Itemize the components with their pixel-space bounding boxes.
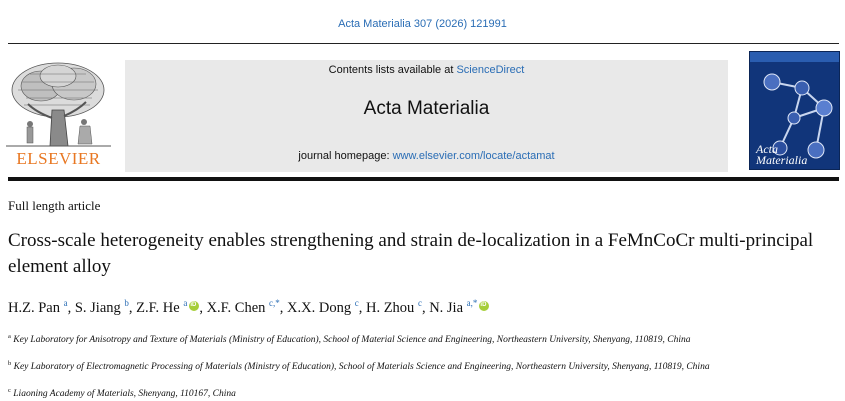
paper-title: Cross-scale heterogeneity enables streng… xyxy=(8,230,814,277)
elsevier-wordmark: ELSEVIER xyxy=(16,149,101,168)
affiliation-a: a Key Laboratory for Anisotropy and Text… xyxy=(8,331,838,346)
cover-title: Acta Materialia xyxy=(756,142,808,167)
orcid-icon[interactable] xyxy=(479,301,490,311)
author[interactable]: S. Jiang b xyxy=(74,298,129,316)
header-divider xyxy=(8,43,839,44)
affiliation-mark[interactable]: c,* xyxy=(269,298,280,308)
tree-icon xyxy=(6,60,111,150)
cover-title-line2: Materialia xyxy=(756,153,808,167)
affiliation-label: b xyxy=(8,360,12,367)
author[interactable]: X.F. Chen c,* xyxy=(206,298,280,316)
affiliation-text: Liaoning Academy of Materials, Shenyang,… xyxy=(13,389,236,399)
journal-cover[interactable]: Acta Materialia xyxy=(749,51,840,170)
author[interactable]: H. Zhou c xyxy=(365,298,422,316)
affiliation-b: b Key Laboratory of Electromagnetic Proc… xyxy=(8,358,838,373)
contents-line: Contents lists available at ScienceDirec… xyxy=(125,64,728,76)
affiliation-c: c Liaoning Academy of Materials, Shenyan… xyxy=(8,385,838,400)
affiliation-mark[interactable]: a,* xyxy=(466,298,478,308)
cover-molecule-icon xyxy=(750,52,839,169)
affiliation-label: c xyxy=(8,387,11,394)
author[interactable]: H.Z. Pan a xyxy=(8,298,68,316)
affiliation-mark[interactable]: b xyxy=(124,298,129,308)
author[interactable]: N. Jia a,* xyxy=(429,298,490,316)
contents-prefix: Contents lists available at xyxy=(328,64,457,76)
journal-citation[interactable]: Acta Materialia 307 (2026) 121991 xyxy=(338,18,507,30)
sciencedirect-link[interactable]: ScienceDirect xyxy=(456,64,525,76)
orcid-icon[interactable] xyxy=(189,301,200,311)
author[interactable]: X.X. Dong c xyxy=(287,298,359,316)
affiliation-mark[interactable]: c xyxy=(354,298,359,308)
affiliation-label: a xyxy=(8,333,11,340)
affiliation-mark[interactable]: a xyxy=(183,298,188,308)
cover-title-line1: Acta xyxy=(756,142,778,156)
header-thick-divider xyxy=(8,177,839,181)
author[interactable]: Z.F. He a xyxy=(136,298,200,316)
affiliation-text: Key Laboratory for Anisotropy and Textur… xyxy=(13,335,691,345)
homepage-link[interactable]: www.elsevier.com/locate/actamat xyxy=(392,150,555,162)
elsevier-tree-logo xyxy=(6,60,111,172)
author-list: H.Z. Pan a, S. Jiang b, Z.F. He a, X.F. … xyxy=(8,298,838,317)
article-type: Full length article xyxy=(8,198,101,213)
affiliation-mark[interactable]: a xyxy=(63,298,68,308)
journal-banner xyxy=(125,60,728,172)
journal-title: Acta Materialia xyxy=(363,98,490,119)
homepage-prefix: journal homepage: xyxy=(298,150,393,162)
affiliation-mark[interactable]: c xyxy=(417,298,422,308)
affiliation-text: Key Laboratory of Electromagnetic Proces… xyxy=(13,362,710,372)
homepage-line: journal homepage: www.elsevier.com/locat… xyxy=(125,150,728,162)
